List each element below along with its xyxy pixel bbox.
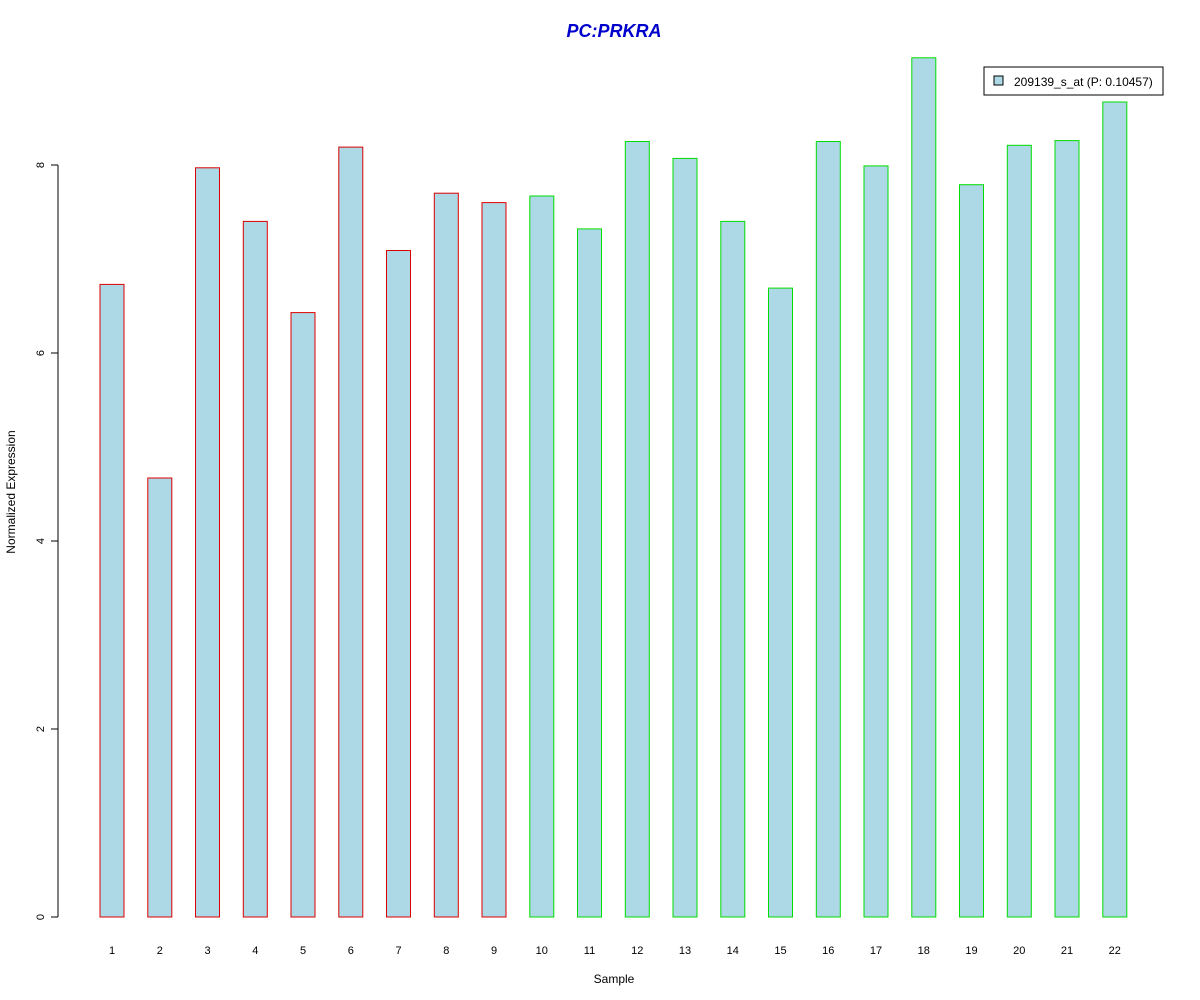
x-tick-label: 3 xyxy=(204,945,210,957)
x-tick-label: 19 xyxy=(965,945,977,957)
bar-sample-9 xyxy=(481,202,507,918)
x-tick-label: 11 xyxy=(584,945,595,957)
bar-sample-2 xyxy=(147,477,173,918)
bar-sample-7 xyxy=(386,250,411,918)
bar-sample-18 xyxy=(911,57,937,918)
bar-sample-16 xyxy=(815,141,841,918)
y-tick-label: 8 xyxy=(35,162,47,168)
bar-sample-21 xyxy=(1054,140,1080,918)
x-tick-labels: 1 2 3 4 5 6 7 8 9 10 11 12 13 14 15 16 17 18 19 20 21 22 xyxy=(109,945,1121,957)
legend: 209139_s_at (P: 0.10457) xyxy=(983,66,1164,96)
bar-sample-5 xyxy=(290,312,316,918)
x-tick-label: 7 xyxy=(395,945,401,957)
x-tick-label: 8 xyxy=(443,945,449,957)
bar-sample-14 xyxy=(720,220,746,918)
y-axis: 0 2 4 6 8 xyxy=(35,162,59,920)
bar-sample-8 xyxy=(433,192,459,918)
x-tick-label: 12 xyxy=(631,945,643,957)
x-tick-label: 6 xyxy=(348,945,354,957)
x-tick-label: 13 xyxy=(679,945,691,957)
x-tick-label: 5 xyxy=(300,945,306,957)
bar-sample-3 xyxy=(195,167,220,918)
bar-sample-15 xyxy=(768,287,793,918)
y-axis-label: Normalized Expression xyxy=(4,430,18,553)
y-tick-label: 0 xyxy=(35,914,47,920)
bar-sample-13 xyxy=(672,157,698,918)
legend-box xyxy=(983,66,1164,96)
bar-sample-11 xyxy=(577,228,602,918)
bar-sample-1 xyxy=(99,283,125,918)
y-tick-label: 4 xyxy=(35,538,47,544)
x-tick-label: 1 xyxy=(109,945,115,957)
bar-sample-17 xyxy=(863,165,889,918)
x-tick-label: 18 xyxy=(918,945,930,957)
legend-swatch xyxy=(993,75,1004,86)
bar-sample-4 xyxy=(242,220,268,918)
bar-sample-19 xyxy=(959,184,984,918)
x-tick-label: 14 xyxy=(727,945,739,957)
chart-title: PC:PRKRA xyxy=(566,21,661,41)
bar-sample-6 xyxy=(338,146,364,918)
x-tick-label: 20 xyxy=(1013,945,1025,957)
bar-sample-20 xyxy=(1006,144,1032,918)
y-tick-label: 6 xyxy=(35,350,47,356)
legend-label: 209139_s_at (P: 0.10457) xyxy=(1014,75,1153,89)
bar-sample-10 xyxy=(529,195,555,918)
x-tick-label: 9 xyxy=(491,945,497,957)
bar-sample-22 xyxy=(1102,101,1128,918)
x-tick-label: 2 xyxy=(157,945,163,957)
x-tick-label: 4 xyxy=(252,945,258,957)
bar-sample-12 xyxy=(624,141,650,918)
x-tick-label: 22 xyxy=(1109,945,1121,957)
y-tick-label: 2 xyxy=(35,726,47,732)
x-tick-label: 17 xyxy=(870,945,882,957)
x-axis-label: Sample xyxy=(594,972,635,986)
x-tick-label: 21 xyxy=(1061,945,1073,957)
bars xyxy=(99,57,1128,918)
x-tick-label: 16 xyxy=(822,945,834,957)
x-tick-label: 15 xyxy=(774,945,786,957)
x-tick-label: 10 xyxy=(536,945,548,957)
